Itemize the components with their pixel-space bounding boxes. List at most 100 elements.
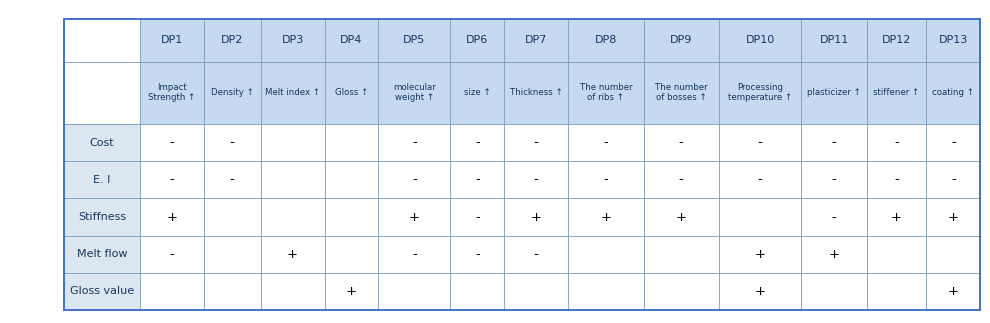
Bar: [204, 198, 260, 236]
Text: +: +: [947, 285, 958, 298]
Bar: [802, 273, 866, 310]
Text: -: -: [169, 173, 174, 186]
Bar: [644, 19, 719, 61]
Bar: [325, 124, 378, 161]
Bar: [866, 198, 927, 236]
Bar: [719, 161, 802, 198]
Text: +: +: [600, 211, 612, 224]
Text: DP2: DP2: [221, 36, 244, 46]
Bar: [378, 124, 450, 161]
Bar: [802, 198, 866, 236]
Text: +: +: [829, 248, 840, 261]
Text: molecular
weight ↑: molecular weight ↑: [393, 83, 436, 102]
Bar: [325, 61, 378, 124]
Text: -: -: [475, 211, 480, 224]
Bar: [866, 124, 927, 161]
Text: -: -: [534, 173, 539, 186]
Bar: [260, 124, 325, 161]
Bar: [568, 236, 644, 273]
Text: coating ↑: coating ↑: [933, 88, 974, 97]
Bar: [802, 124, 866, 161]
Bar: [568, 124, 644, 161]
Bar: [719, 61, 802, 124]
Text: DP8: DP8: [595, 36, 617, 46]
Text: Cost: Cost: [90, 138, 115, 148]
Bar: [927, 273, 980, 310]
Bar: [568, 161, 644, 198]
Bar: [64, 19, 980, 310]
Bar: [64, 198, 140, 236]
Text: DP4: DP4: [341, 36, 362, 46]
Bar: [450, 124, 504, 161]
Bar: [504, 124, 568, 161]
Text: -: -: [412, 248, 417, 261]
Text: -: -: [757, 136, 762, 149]
Text: -: -: [412, 173, 417, 186]
Text: -: -: [475, 248, 480, 261]
Bar: [450, 61, 504, 124]
Bar: [927, 236, 980, 273]
Bar: [644, 236, 719, 273]
Bar: [325, 273, 378, 310]
Text: DP10: DP10: [745, 36, 775, 46]
Bar: [378, 19, 450, 61]
Text: -: -: [757, 173, 762, 186]
Bar: [325, 161, 378, 198]
Text: The number
of ribs ↑: The number of ribs ↑: [579, 83, 633, 102]
Bar: [504, 19, 568, 61]
Bar: [504, 198, 568, 236]
Bar: [325, 236, 378, 273]
Text: -: -: [534, 248, 539, 261]
Bar: [64, 19, 140, 61]
Bar: [325, 19, 378, 61]
Bar: [140, 273, 204, 310]
Bar: [450, 19, 504, 61]
Text: -: -: [950, 173, 955, 186]
Text: -: -: [475, 173, 480, 186]
Bar: [260, 198, 325, 236]
Bar: [568, 198, 644, 236]
Bar: [644, 61, 719, 124]
Bar: [378, 198, 450, 236]
Bar: [802, 61, 866, 124]
Bar: [644, 124, 719, 161]
Bar: [64, 236, 140, 273]
Bar: [644, 198, 719, 236]
Bar: [866, 161, 927, 198]
Bar: [140, 161, 204, 198]
Bar: [325, 198, 378, 236]
Text: Processing
temperature ↑: Processing temperature ↑: [728, 83, 792, 102]
Text: -: -: [679, 136, 683, 149]
Text: -: -: [604, 173, 608, 186]
Bar: [927, 198, 980, 236]
Bar: [140, 19, 204, 61]
Bar: [927, 61, 980, 124]
Bar: [204, 161, 260, 198]
Bar: [260, 19, 325, 61]
Bar: [260, 61, 325, 124]
Text: DP6: DP6: [466, 36, 488, 46]
Text: DP13: DP13: [939, 36, 968, 46]
Bar: [866, 273, 927, 310]
Text: -: -: [894, 173, 899, 186]
Text: -: -: [475, 136, 480, 149]
Text: Gloss value: Gloss value: [70, 287, 134, 297]
Text: Melt flow: Melt flow: [77, 249, 128, 259]
Bar: [504, 236, 568, 273]
Text: +: +: [947, 211, 958, 224]
Bar: [719, 124, 802, 161]
Text: -: -: [950, 136, 955, 149]
Text: DP7: DP7: [525, 36, 547, 46]
Bar: [378, 161, 450, 198]
Text: plasticizer ↑: plasticizer ↑: [807, 88, 861, 97]
Bar: [568, 19, 644, 61]
Bar: [927, 124, 980, 161]
Bar: [450, 161, 504, 198]
Text: +: +: [287, 248, 298, 261]
Bar: [204, 124, 260, 161]
Text: +: +: [754, 248, 765, 261]
Text: -: -: [534, 136, 539, 149]
Bar: [204, 19, 260, 61]
Bar: [378, 61, 450, 124]
Text: DP1: DP1: [160, 36, 183, 46]
